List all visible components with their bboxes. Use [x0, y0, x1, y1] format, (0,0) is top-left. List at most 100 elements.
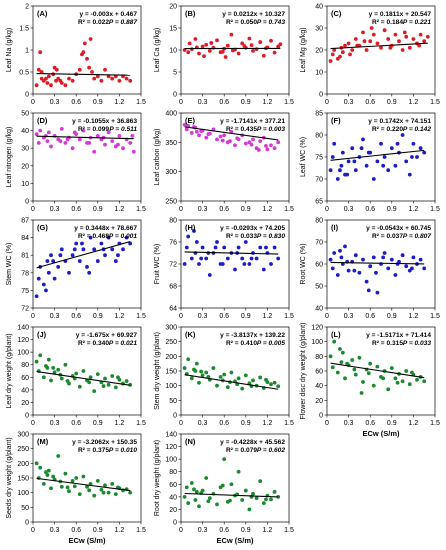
data-point [400, 253, 405, 258]
y-tick-label: 70 [315, 177, 323, 184]
data-point [264, 497, 268, 502]
r2-text: R² = 0.184 [372, 19, 403, 26]
data-point [332, 48, 337, 52]
data-point [418, 32, 423, 37]
regression-line [330, 362, 425, 379]
data-point [67, 76, 71, 81]
x-tick-label: 0.6 [71, 420, 81, 427]
y-tick-label: 70 [315, 240, 323, 247]
data-point [346, 41, 351, 46]
data-point [393, 376, 398, 381]
data-point [410, 370, 414, 375]
data-point [359, 391, 364, 395]
data-point [375, 41, 380, 46]
y-axis-label: Leaf Na (g/kg) [6, 28, 13, 72]
r2-text: R² = 0.435 [226, 126, 257, 133]
equation-text: y = -0.0293x + 74.205 [220, 225, 285, 232]
data-point [261, 501, 266, 506]
y-tick-label: 72 [169, 262, 177, 269]
data-point [222, 245, 227, 250]
data-point [335, 370, 340, 375]
y-tick-label: 100 [311, 339, 323, 346]
data-point [117, 133, 122, 138]
data-point [38, 353, 43, 358]
y-axis-label: Leaf nitrogen (g/kg) [6, 127, 13, 188]
panel-b: 0 5 10 15 20 0 0.3 0.6 0.9 1.2 1.5 (B) y = 0.0212x +… [154, 4, 294, 107]
data-point [357, 270, 362, 275]
data-point [272, 380, 277, 385]
x-tick-label: 0.6 [365, 313, 375, 320]
data-point [404, 34, 409, 39]
data-point [87, 380, 92, 385]
x-tick-label: 1.5 [284, 99, 294, 106]
data-point [352, 159, 357, 164]
equation-text: y = -1.7141x + 377.21 [220, 118, 285, 125]
data-point [192, 229, 196, 233]
r2-text: R² = 0.079 [226, 447, 257, 454]
equation-text: y = -1.5171x + 71.414 [366, 332, 431, 339]
data-point [197, 262, 201, 266]
data-point [345, 361, 350, 366]
data-point [343, 244, 347, 249]
data-point [397, 39, 401, 44]
y-tick-label: 64 [169, 306, 177, 313]
data-point [222, 372, 227, 377]
data-point [34, 132, 39, 137]
data-point [106, 490, 111, 495]
data-point [59, 484, 64, 489]
equation-text: y = -0.003x + 0.467 [79, 11, 137, 18]
r2-text: R² = 0.050 [226, 19, 257, 26]
y-axis-label: Leaf WC (%) [300, 137, 307, 177]
panel-label: (D) [37, 116, 48, 125]
regression-line [184, 126, 279, 141]
panel-g: 72 75 78 81 84 87 0 0.3 0.6 0.9 1.2 1.5 (G) y = 0.344… [6, 218, 146, 321]
data-point [88, 37, 93, 41]
data-point [189, 47, 194, 52]
p-value-text: P = 0.602 [257, 447, 286, 454]
data-point [106, 235, 111, 240]
data-point [328, 257, 333, 262]
x-tick-label: 1.5 [284, 206, 294, 213]
data-point [338, 54, 342, 59]
data-point [395, 141, 400, 146]
data-point [77, 492, 82, 497]
data-point [207, 496, 212, 501]
data-point [204, 256, 209, 261]
data-point [45, 473, 50, 477]
data-point [204, 476, 209, 480]
data-point [371, 177, 376, 181]
data-point [345, 172, 350, 177]
data-point [249, 43, 254, 48]
x-tick-label: 1.2 [409, 206, 419, 213]
r2-text: R² = 0.468 [78, 233, 109, 240]
panel-f: 65 70 75 80 85 0 0.3 0.6 0.9 1.2 1.5 (F) y = 0.1742x… [300, 111, 440, 214]
x-tick-label: 0.3 [198, 206, 208, 213]
data-point [361, 137, 365, 142]
data-point [339, 163, 344, 168]
data-point [251, 491, 255, 496]
data-point [220, 262, 225, 266]
x-axis-label: ECw (S/m) [216, 536, 254, 545]
data-point [130, 133, 135, 138]
x-tick-label: 0 [179, 206, 183, 213]
regression-line [36, 371, 131, 386]
x-tick-label: 0.6 [219, 99, 229, 106]
data-point [202, 54, 206, 59]
data-point [220, 138, 225, 143]
data-point [229, 370, 234, 375]
data-point [110, 139, 115, 144]
data-point [233, 143, 237, 148]
data-point [243, 141, 248, 146]
x-tick-label: 1.2 [115, 206, 125, 213]
data-point [395, 380, 400, 385]
data-point [350, 358, 355, 362]
data-point [261, 53, 266, 58]
regression-line [184, 492, 279, 498]
data-point [381, 163, 386, 168]
x-tick-label: 0 [179, 420, 183, 427]
y-tick-label: 10 [315, 70, 323, 77]
regression-line [36, 477, 131, 492]
data-point [251, 378, 255, 383]
data-point [249, 256, 254, 261]
panel-i: 40 50 60 70 80 0 0.3 0.6 0.9 1.2 1.5 (I) y = -0.0543… [300, 218, 440, 321]
